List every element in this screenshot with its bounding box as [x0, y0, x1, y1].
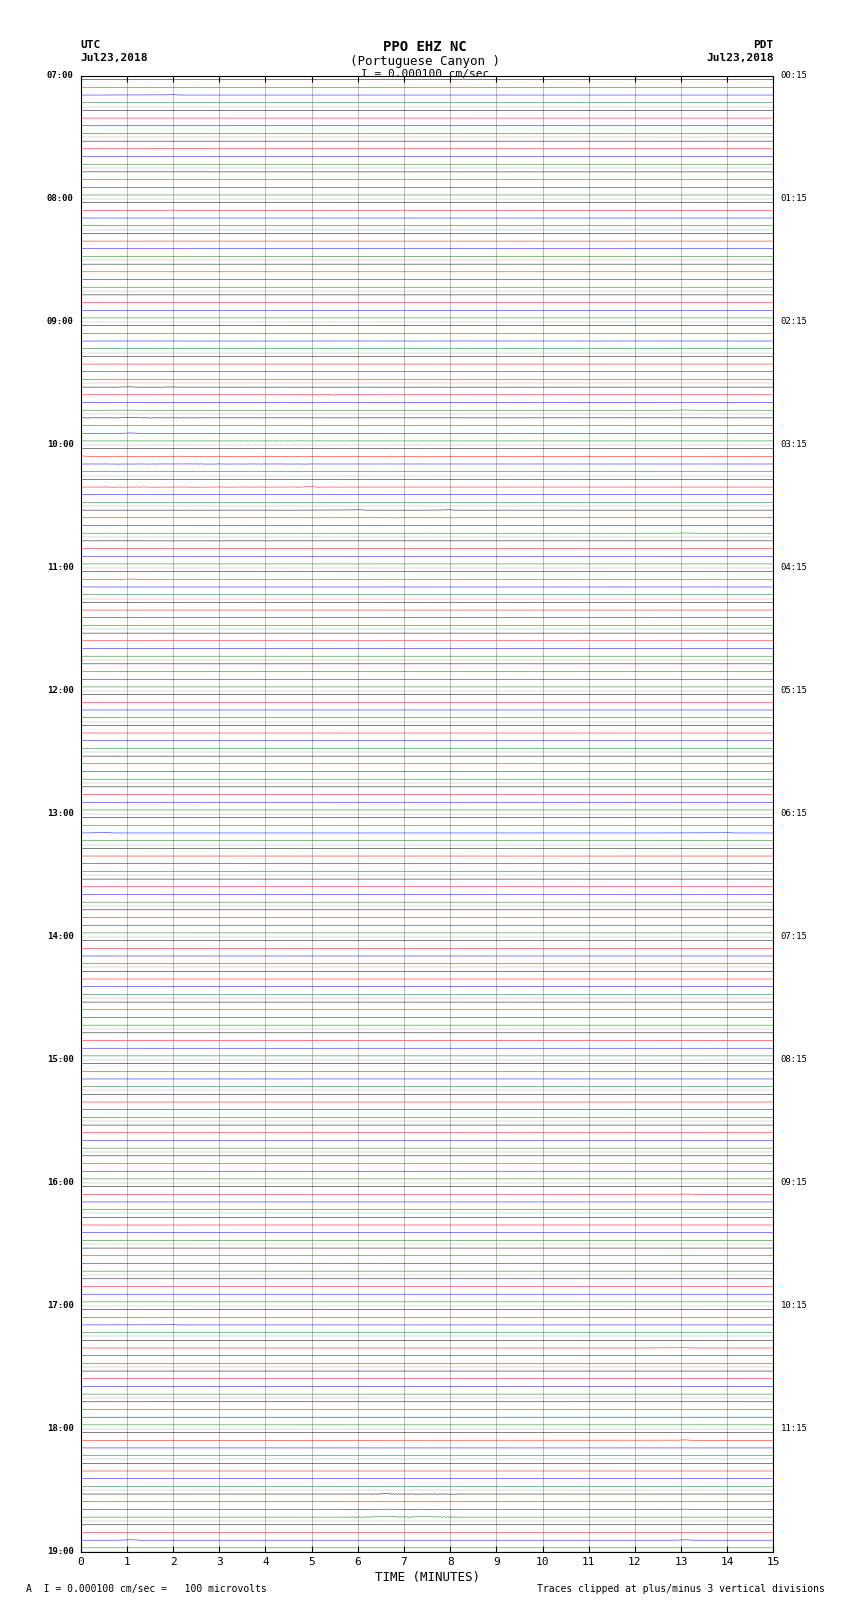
Text: 16:00: 16:00 [47, 1177, 74, 1187]
Text: 06:15: 06:15 [780, 810, 808, 818]
Text: 08:00: 08:00 [47, 194, 74, 203]
Text: 01:15: 01:15 [780, 194, 808, 203]
Text: (Portuguese Canyon ): (Portuguese Canyon ) [350, 55, 500, 68]
Text: 10:00: 10:00 [47, 440, 74, 450]
Text: 08:15: 08:15 [780, 1055, 808, 1065]
X-axis label: TIME (MINUTES): TIME (MINUTES) [375, 1571, 479, 1584]
Text: 14:00: 14:00 [47, 932, 74, 942]
Text: 05:15: 05:15 [780, 686, 808, 695]
Text: 15:00: 15:00 [47, 1055, 74, 1065]
Text: 07:00: 07:00 [47, 71, 74, 81]
Text: Traces clipped at plus/minus 3 vertical divisions: Traces clipped at plus/minus 3 vertical … [536, 1584, 824, 1594]
Text: 18:00: 18:00 [47, 1424, 74, 1434]
Text: PDT: PDT [753, 40, 774, 50]
Text: 19:00: 19:00 [47, 1547, 74, 1557]
Text: Jul23,2018: Jul23,2018 [706, 53, 774, 63]
Text: PPO EHZ NC: PPO EHZ NC [383, 40, 467, 55]
Text: 00:15: 00:15 [780, 71, 808, 81]
Text: 04:15: 04:15 [780, 563, 808, 573]
Text: UTC: UTC [81, 40, 101, 50]
Text: A  I = 0.000100 cm/sec =   100 microvolts: A I = 0.000100 cm/sec = 100 microvolts [26, 1584, 266, 1594]
Text: I = 0.000100 cm/sec: I = 0.000100 cm/sec [361, 69, 489, 79]
Text: 07:15: 07:15 [780, 932, 808, 942]
Text: 09:00: 09:00 [47, 318, 74, 326]
Text: 10:15: 10:15 [780, 1302, 808, 1310]
Text: 09:15: 09:15 [780, 1177, 808, 1187]
Text: 02:15: 02:15 [780, 318, 808, 326]
Text: 17:00: 17:00 [47, 1302, 74, 1310]
Text: 12:00: 12:00 [47, 686, 74, 695]
Text: 03:15: 03:15 [780, 440, 808, 450]
Text: Jul23,2018: Jul23,2018 [81, 53, 148, 63]
Text: 13:00: 13:00 [47, 810, 74, 818]
Text: 11:15: 11:15 [780, 1424, 808, 1434]
Text: 11:00: 11:00 [47, 563, 74, 573]
